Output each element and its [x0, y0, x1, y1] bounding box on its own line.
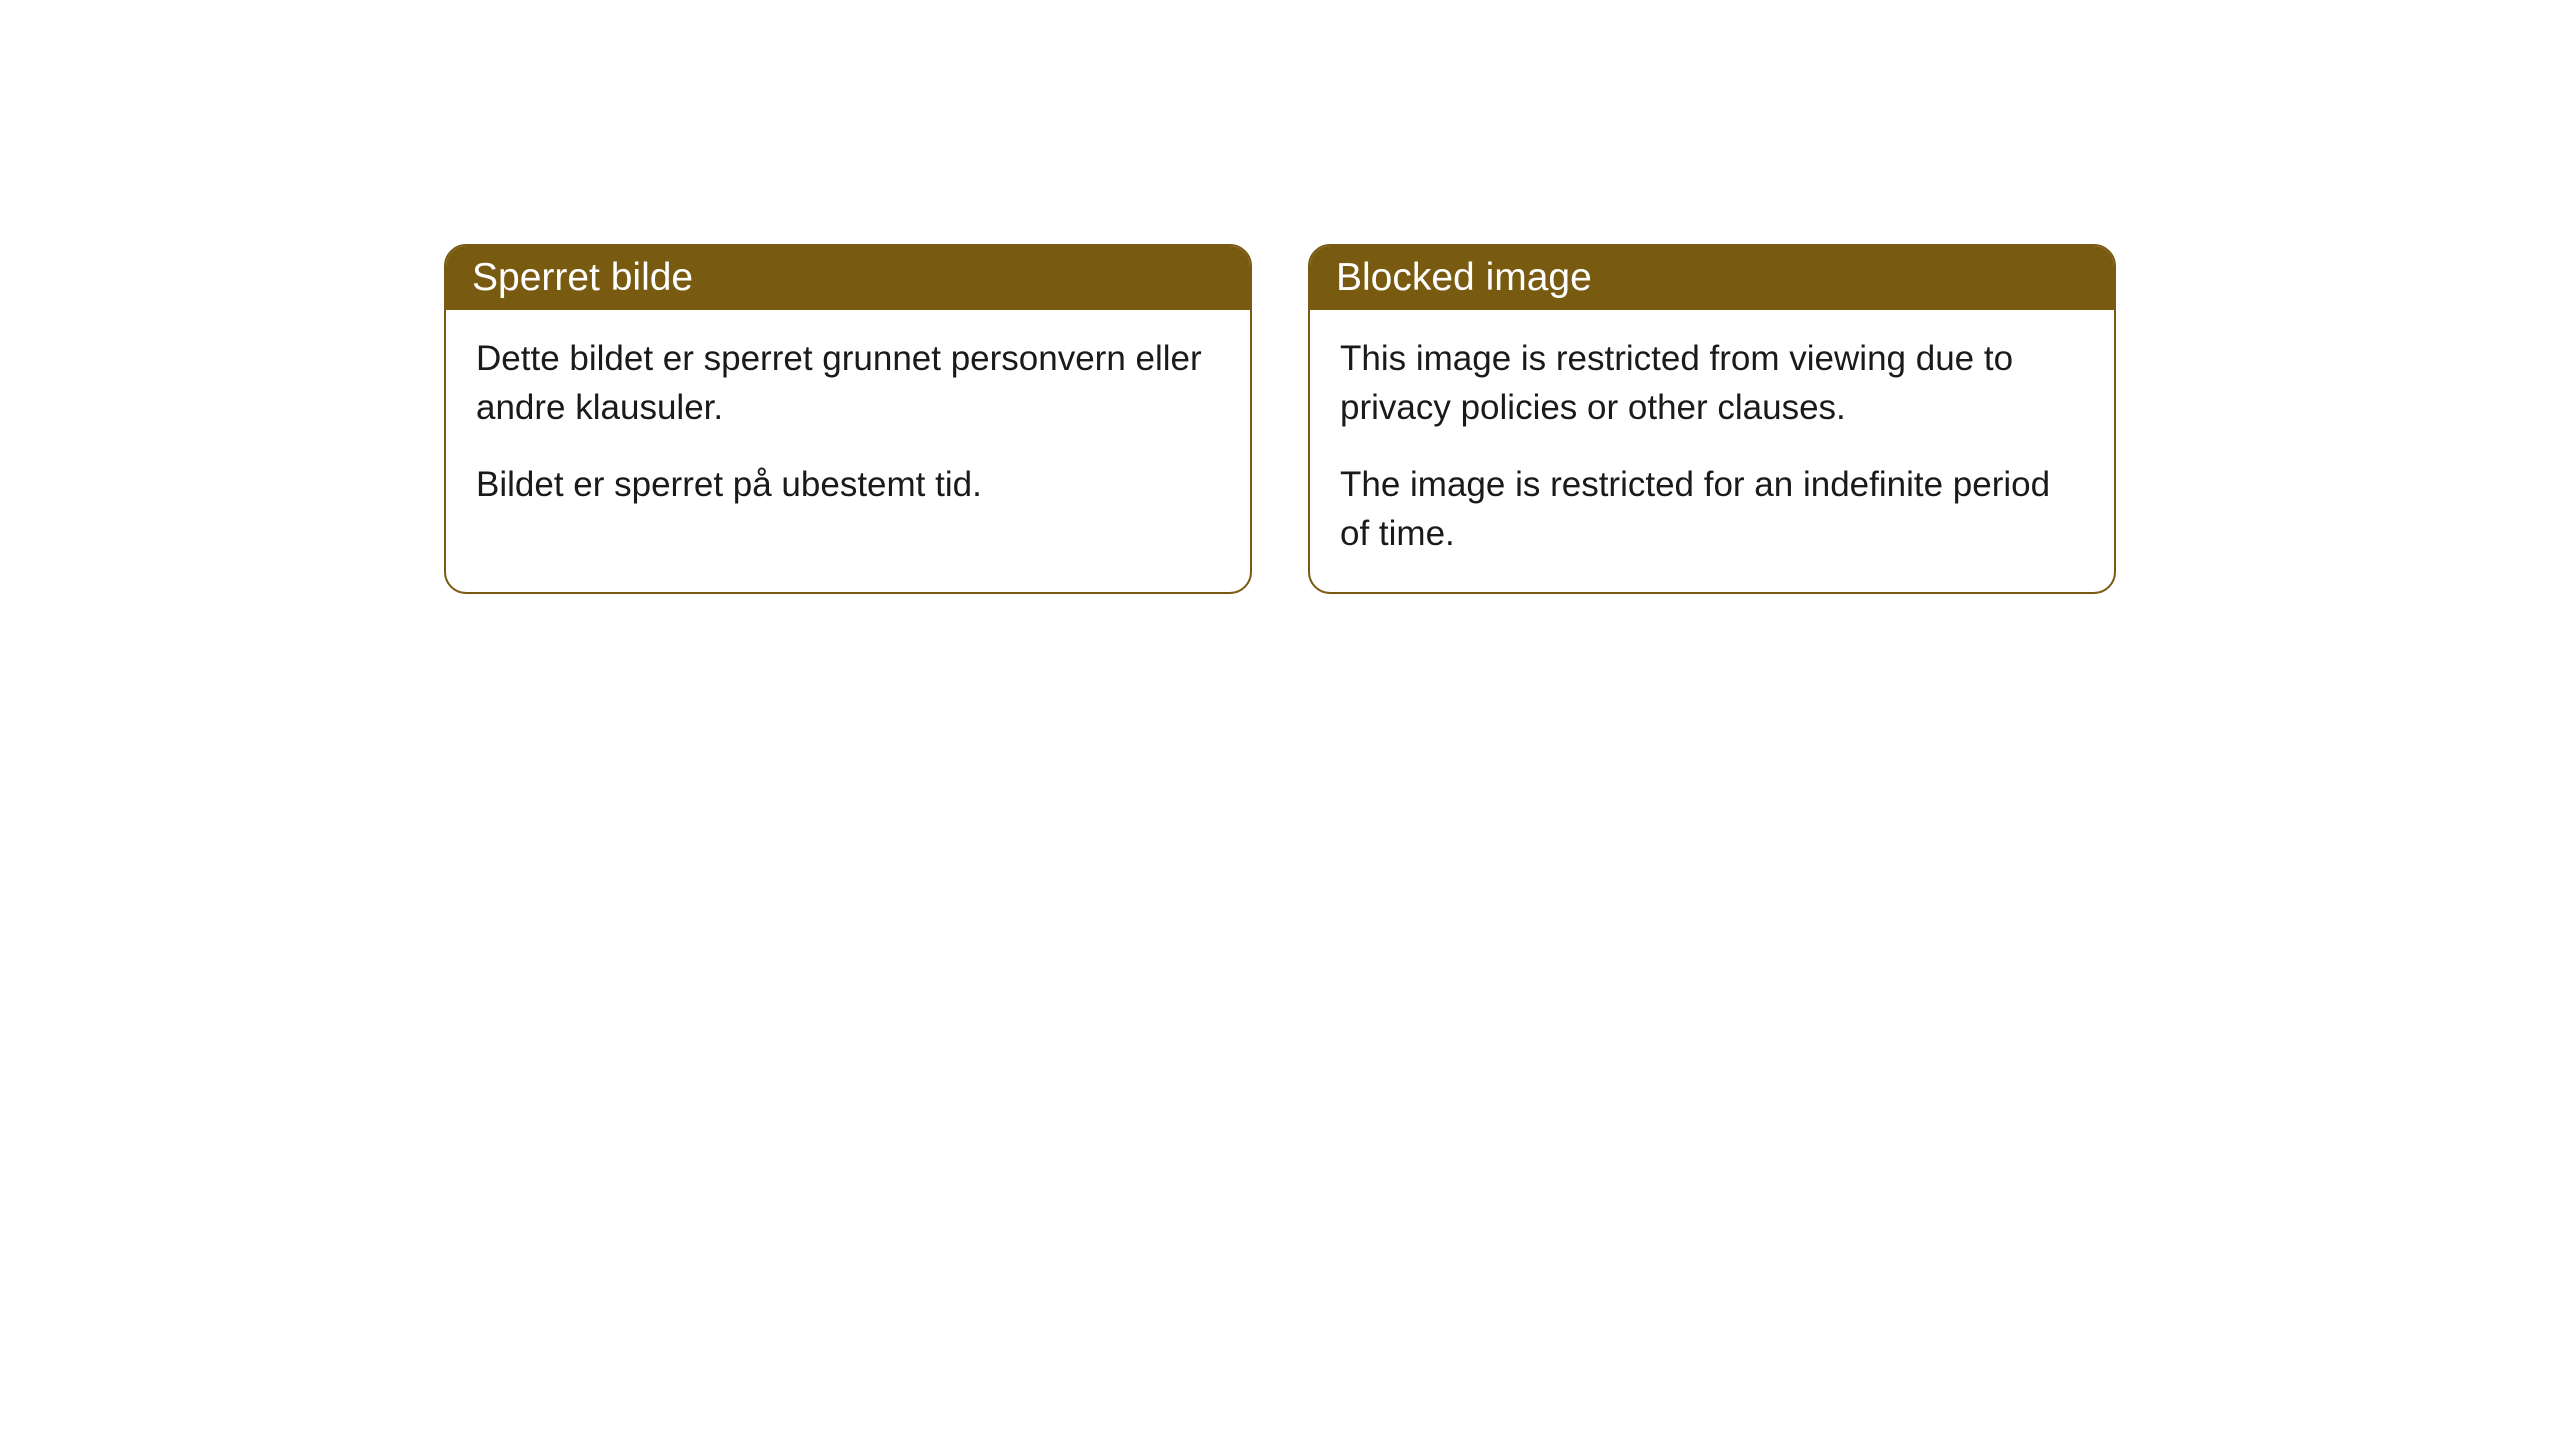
card-paragraph: This image is restricted from viewing du…	[1340, 334, 2084, 432]
card-title: Blocked image	[1336, 256, 1592, 299]
card-body: Dette bildet er sperret grunnet personve…	[446, 310, 1250, 543]
card-header: Blocked image	[1310, 246, 2114, 310]
notice-cards-container: Sperret bilde Dette bildet er sperret gr…	[0, 244, 2560, 594]
card-paragraph: The image is restricted for an indefinit…	[1340, 460, 2084, 558]
blocked-image-card-norwegian: Sperret bilde Dette bildet er sperret gr…	[444, 244, 1252, 594]
card-title: Sperret bilde	[472, 256, 693, 299]
card-body: This image is restricted from viewing du…	[1310, 310, 2114, 592]
blocked-image-card-english: Blocked image This image is restricted f…	[1308, 244, 2116, 594]
card-header: Sperret bilde	[446, 246, 1250, 310]
card-paragraph: Dette bildet er sperret grunnet personve…	[476, 334, 1220, 432]
card-paragraph: Bildet er sperret på ubestemt tid.	[476, 460, 1220, 509]
